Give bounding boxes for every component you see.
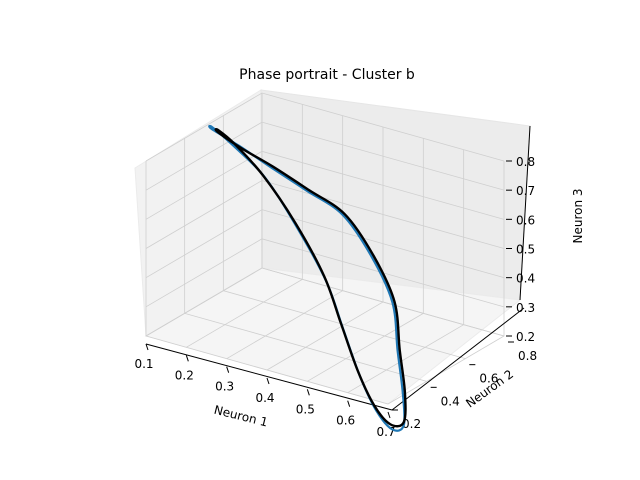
z-grid-line bbox=[145, 121, 505, 191]
x-tick-mark bbox=[145, 343, 149, 351]
grid-lines bbox=[145, 92, 505, 405]
x-tick-mark bbox=[306, 389, 310, 396]
x-tick-mark bbox=[266, 377, 270, 385]
z-grid-line bbox=[145, 267, 505, 337]
z-tick-label: 0.6 bbox=[516, 213, 535, 227]
z-tick-label: 0.2 bbox=[516, 330, 535, 344]
y-axis-line bbox=[391, 307, 525, 411]
z-grid-line bbox=[145, 238, 505, 308]
x-tick-label: 0.2 bbox=[175, 368, 194, 382]
x-tick-label: 0.3 bbox=[215, 380, 234, 394]
z-tick-label: 0.7 bbox=[516, 184, 535, 198]
z-grid-line bbox=[145, 209, 505, 279]
chart-title: Phase portrait - Cluster b bbox=[239, 67, 415, 83]
x-tick-label: 0.6 bbox=[336, 414, 355, 428]
z-axis-label: Neuron 3 bbox=[571, 188, 585, 243]
x-tick-label: 0.7 bbox=[376, 425, 395, 439]
x-tick-label: 0.5 bbox=[296, 402, 315, 416]
x-tick-mark bbox=[226, 366, 230, 373]
x-tick-mark bbox=[185, 355, 189, 362]
x-tick-mark bbox=[347, 400, 351, 407]
trajectory-layer bbox=[208, 124, 407, 432]
x-tick-label: 0.4 bbox=[255, 391, 274, 405]
x-axis-line bbox=[145, 343, 393, 411]
z-grid-line bbox=[145, 180, 505, 249]
z-tick-label: 0.3 bbox=[516, 301, 535, 315]
y-tick-label: 0.2 bbox=[402, 417, 421, 431]
y-tick-label: 0.4 bbox=[441, 394, 460, 408]
z-axis-line bbox=[519, 125, 531, 301]
back-pane bbox=[260, 89, 531, 301]
z-tick-label: 0.8 bbox=[516, 155, 535, 169]
y-tick-label: 0.8 bbox=[518, 349, 537, 363]
z-tick-label: 0.4 bbox=[516, 272, 535, 286]
x-tick-mark bbox=[387, 411, 391, 419]
x-tick-label: 0.1 bbox=[134, 357, 153, 371]
trajectory-series-2 bbox=[214, 128, 407, 428]
z-tick-label: 0.5 bbox=[516, 243, 535, 257]
z-grid-line bbox=[145, 150, 505, 220]
z-grid-line bbox=[145, 92, 505, 162]
y-tick-label: 0.6 bbox=[479, 372, 498, 386]
